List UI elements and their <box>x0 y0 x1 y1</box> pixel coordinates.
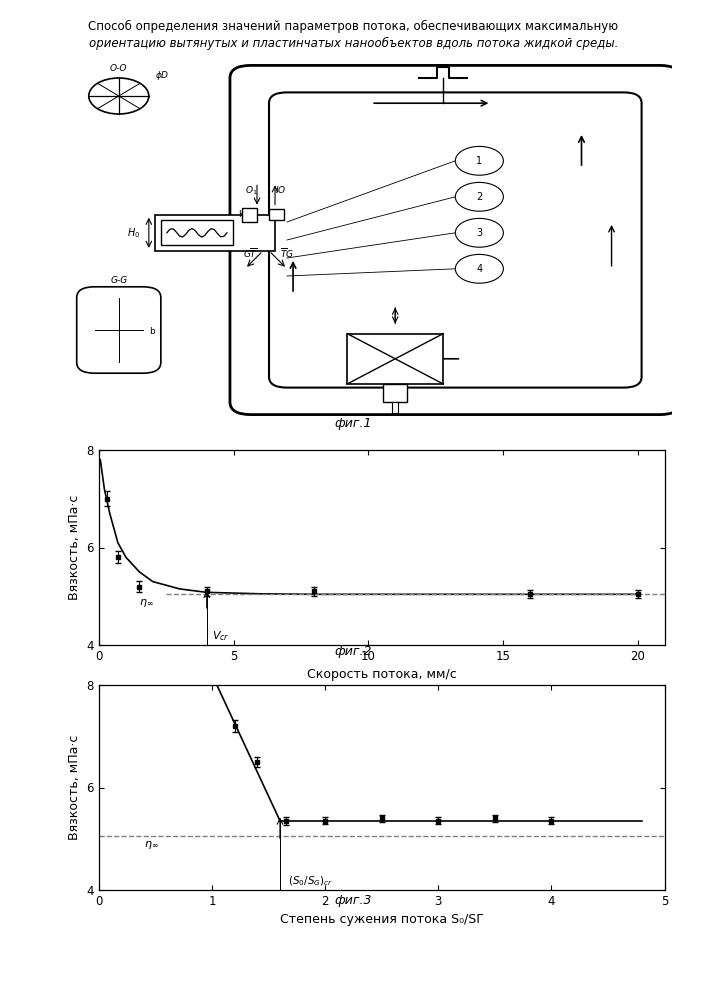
Text: $V_{cr}$: $V_{cr}$ <box>212 629 230 643</box>
Circle shape <box>89 78 148 114</box>
Text: H: H <box>238 210 245 219</box>
Text: $\phi D$: $\phi D$ <box>155 69 169 82</box>
Text: 3: 3 <box>477 228 482 238</box>
Y-axis label: Вязкость, мПа·с: Вязкость, мПа·с <box>68 495 81 600</box>
Text: 4: 4 <box>477 264 482 274</box>
Bar <box>160 220 233 245</box>
Text: 2: 2 <box>477 192 482 202</box>
Text: $(S_0/S_G)_{cr}$: $(S_0/S_G)_{cr}$ <box>288 874 333 888</box>
Text: O-O: O-O <box>110 64 127 73</box>
Bar <box>269 209 284 220</box>
Text: $\overline{T}G$: $\overline{T}G$ <box>280 246 294 260</box>
Text: b: b <box>148 327 155 336</box>
Text: $\eta_{\infty}$: $\eta_{\infty}$ <box>144 839 159 851</box>
Bar <box>392 402 398 413</box>
Text: Способ определения значений параметров потока, обеспечивающих максимальную: Способ определения значений параметров п… <box>88 20 619 33</box>
Bar <box>383 384 407 402</box>
Text: фиг.1: фиг.1 <box>334 417 373 430</box>
Bar <box>155 215 275 251</box>
Circle shape <box>455 218 503 247</box>
Y-axis label: Вязкость, мПа·с: Вязкость, мПа·с <box>68 735 81 840</box>
Bar <box>347 334 443 384</box>
Bar <box>242 208 257 222</box>
Text: фиг.2: фиг.2 <box>334 645 373 658</box>
X-axis label: Скорость потока, мм/с: Скорость потока, мм/с <box>307 668 457 681</box>
Circle shape <box>455 146 503 175</box>
X-axis label: Степень сужения потока S₀/SГ: Степень сужения потока S₀/SГ <box>280 913 484 926</box>
FancyBboxPatch shape <box>77 287 160 373</box>
Text: $G\overline{T}$: $G\overline{T}$ <box>243 246 259 260</box>
Text: $O_1$: $O_1$ <box>245 184 257 197</box>
Text: $IO$: $IO$ <box>275 184 287 195</box>
Circle shape <box>455 182 503 211</box>
Text: $H_0$: $H_0$ <box>127 226 141 240</box>
Text: фиг.3: фиг.3 <box>334 894 373 907</box>
FancyBboxPatch shape <box>230 65 681 415</box>
Text: ориентацию вытянутых и пластинчатых нанообъектов вдоль потока жидкой среды.: ориентацию вытянутых и пластинчатых нано… <box>89 37 618 50</box>
Text: G-G: G-G <box>110 276 127 285</box>
Circle shape <box>455 254 503 283</box>
Text: 1: 1 <box>477 156 482 166</box>
Text: $\eta_{\infty}$: $\eta_{\infty}$ <box>139 597 154 609</box>
FancyBboxPatch shape <box>269 92 642 388</box>
